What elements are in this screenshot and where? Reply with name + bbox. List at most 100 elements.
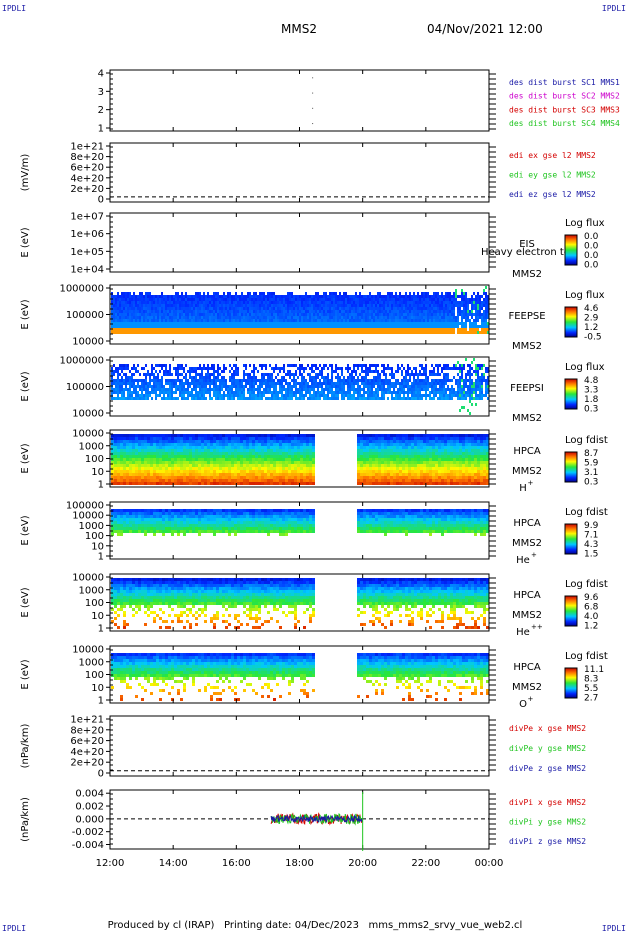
spectrogram-cell (369, 304, 371, 307)
spectrogram-cell (168, 473, 171, 476)
spectrogram-cell (137, 397, 139, 400)
spectrogram-cell (485, 385, 487, 388)
spectrogram-cell (267, 292, 269, 295)
spectrogram-cell (379, 319, 381, 322)
spectrogram-cell (243, 364, 245, 367)
spectrogram-cell (269, 385, 271, 388)
spectrogram-cell (439, 295, 441, 298)
spectrogram-cell (135, 467, 138, 470)
spectrogram-cell (137, 379, 139, 382)
spectrogram-cell (177, 319, 179, 322)
spectrogram-cell (421, 388, 423, 391)
spectrogram-cell (399, 388, 401, 391)
spectrogram-cell (351, 298, 353, 301)
spectrogram-cell (223, 364, 225, 367)
spectrogram-cell (113, 310, 115, 313)
spectrogram-cell (189, 373, 191, 376)
spectrogram-cell (193, 304, 195, 307)
spectrogram-cell (351, 301, 353, 304)
spectrogram-cell (479, 331, 481, 334)
spectrogram-cell (441, 295, 443, 298)
spectrogram-cell (359, 379, 361, 382)
spectrogram-cell (191, 379, 193, 382)
spectrogram-cell (391, 397, 393, 400)
colorbar-tick-label: 1.8 (584, 395, 599, 405)
spectrogram-cell (333, 370, 335, 373)
spectrogram-cell (241, 307, 243, 310)
spectrogram-cell (445, 364, 447, 367)
spectrogram-cell (159, 446, 162, 449)
spectrogram-cell (289, 307, 291, 310)
spectrogram-cell (247, 310, 249, 313)
spectrogram-cell (273, 316, 275, 319)
spectrogram-cell (255, 367, 257, 370)
spectrogram-cell (181, 394, 183, 397)
spectrogram-cell (153, 470, 156, 473)
spectrogram-cell (393, 325, 395, 328)
spectrogram-cell (259, 331, 261, 334)
spectrogram-cell (399, 319, 401, 322)
spectrogram-cell (157, 313, 159, 316)
spectrogram-cell (147, 301, 149, 304)
spectrogram-cell (185, 331, 187, 334)
spectrogram-cell (223, 307, 225, 310)
spectrogram-cell (257, 316, 259, 319)
spectrogram-cell (255, 319, 257, 322)
spectrogram-cell (293, 298, 295, 301)
spectrogram-cell (469, 319, 471, 322)
spectrogram-cell (405, 316, 407, 319)
spectrogram-cell (255, 376, 257, 379)
spectrogram-cell (409, 301, 411, 304)
spectrogram-cell (359, 373, 361, 376)
spectrogram-cell (485, 328, 487, 331)
spectrogram-cell (479, 325, 481, 328)
spectrogram-cell (185, 307, 187, 310)
spectrogram-cell (149, 298, 151, 301)
spectrogram-cell (385, 379, 387, 382)
spectrogram-cell (127, 364, 129, 367)
spectrogram-cell (417, 331, 419, 334)
spectrogram-cell (141, 446, 144, 449)
spectrogram-cell (115, 325, 117, 328)
spectrogram-cell (361, 364, 363, 367)
spectrogram-cell (483, 376, 485, 379)
spectrogram-cell (341, 391, 343, 394)
spectrogram-cell (457, 394, 459, 397)
spectrogram-cell (121, 370, 123, 373)
spectrogram-cell (189, 434, 192, 437)
spectrogram-cell (355, 307, 357, 310)
spectrogram-cell (191, 391, 193, 394)
spectrogram-cell (305, 385, 307, 388)
spectrogram-cell (193, 394, 195, 397)
spectrogram-cell (465, 394, 467, 397)
spectrogram-cell (487, 331, 489, 334)
spectrogram-cell (333, 319, 335, 322)
spectrogram-cell (167, 328, 169, 331)
spectrogram-cell (213, 313, 215, 316)
spectrogram-cell (162, 473, 165, 476)
spectrogram-cell (435, 364, 437, 367)
spectrogram-cell (129, 295, 131, 298)
spectrogram-cell (289, 397, 291, 400)
spectrogram-cell (156, 452, 159, 455)
spectrogram-cell (229, 298, 231, 301)
spectrogram-cell (129, 476, 132, 479)
spectrogram-cell (343, 298, 345, 301)
y-tick-label: 0 (98, 195, 104, 206)
spectrogram-cell (345, 367, 347, 370)
spectrogram-cell (397, 328, 399, 331)
spectrogram-cell (357, 376, 359, 379)
spectrogram-cell (125, 331, 127, 334)
spacecraft-label: MMS2 (512, 413, 542, 424)
spectrogram-cell (159, 310, 161, 313)
spacecraft-label: MMS2 (512, 341, 542, 352)
spectrogram-cell (180, 482, 183, 485)
spectrogram-cell (275, 316, 277, 319)
spectrogram-cell (301, 391, 303, 394)
spectrogram-cell (345, 331, 347, 334)
spectrogram-cell (385, 298, 387, 301)
spectrogram-cell (279, 322, 281, 325)
spectrogram-cell (459, 394, 461, 397)
spectrogram-cell (369, 379, 371, 382)
spectrogram-cell (283, 301, 285, 304)
